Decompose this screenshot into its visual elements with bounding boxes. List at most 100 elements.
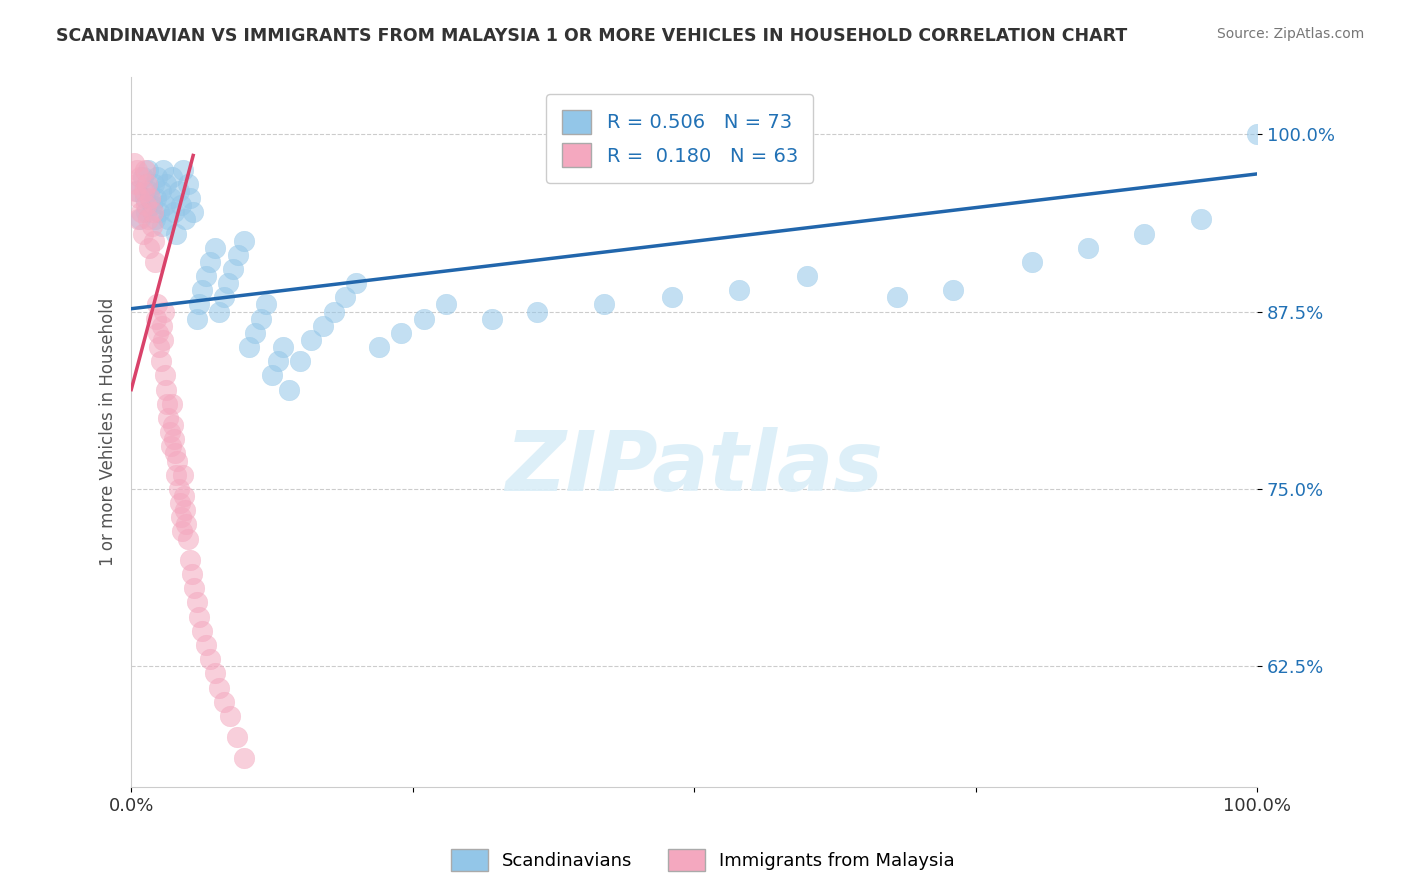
Point — [368, 340, 391, 354]
Point — [159, 439, 181, 453]
Point — [194, 268, 217, 283]
Point — [160, 169, 183, 184]
Point — [156, 397, 179, 411]
Point — [153, 198, 176, 212]
Point — [391, 326, 413, 340]
Text: SCANDINAVIAN VS IMMIGRANTS FROM MALAYSIA 1 OR MORE VEHICLES IN HOUSEHOLD CORRELA: SCANDINAVIAN VS IMMIGRANTS FROM MALAYSIA… — [56, 27, 1128, 45]
Point — [143, 212, 166, 227]
Point — [174, 503, 197, 517]
Point — [208, 304, 231, 318]
Text: ZIPatlas: ZIPatlas — [505, 427, 883, 508]
Point — [1189, 212, 1212, 227]
Point — [143, 255, 166, 269]
Point — [173, 489, 195, 503]
Point — [221, 262, 243, 277]
Legend: R = 0.506   N = 73, R =  0.180   N = 63: R = 0.506 N = 73, R = 0.180 N = 63 — [547, 95, 813, 183]
Point — [181, 567, 204, 582]
Point — [322, 304, 344, 318]
Point — [138, 241, 160, 255]
Point — [481, 311, 503, 326]
Point — [183, 581, 205, 595]
Point — [148, 340, 170, 354]
Point — [145, 191, 167, 205]
Point — [135, 198, 157, 212]
Point — [232, 751, 254, 765]
Point — [165, 467, 187, 482]
Point — [160, 397, 183, 411]
Point — [186, 311, 208, 326]
Point — [436, 297, 458, 311]
Point — [179, 191, 201, 205]
Point — [254, 297, 277, 311]
Y-axis label: 1 or more Vehicles in Household: 1 or more Vehicles in Household — [100, 298, 117, 566]
Legend: Scandinavians, Immigrants from Malaysia: Scandinavians, Immigrants from Malaysia — [444, 842, 962, 879]
Point — [122, 155, 145, 169]
Point — [187, 609, 209, 624]
Point — [136, 212, 159, 227]
Point — [155, 177, 177, 191]
Point — [141, 219, 163, 234]
Point — [1133, 227, 1156, 241]
Point — [212, 695, 235, 709]
Point — [170, 198, 193, 212]
Point — [150, 318, 173, 333]
Point — [142, 205, 165, 219]
Point — [124, 184, 146, 198]
Point — [238, 340, 260, 354]
Point — [159, 191, 181, 205]
Point — [176, 517, 198, 532]
Point — [132, 184, 155, 198]
Point — [129, 212, 152, 227]
Point — [150, 219, 173, 234]
Point — [198, 255, 221, 269]
Point — [333, 290, 356, 304]
Point — [125, 184, 148, 198]
Point — [942, 283, 965, 297]
Point — [198, 652, 221, 666]
Point — [157, 411, 180, 425]
Point — [191, 624, 214, 638]
Point — [131, 205, 153, 219]
Point — [266, 354, 288, 368]
Point — [191, 283, 214, 297]
Point — [149, 184, 172, 198]
Point — [226, 730, 249, 744]
Point — [135, 205, 157, 219]
Point — [661, 290, 683, 304]
Point — [1077, 241, 1099, 255]
Point — [176, 177, 198, 191]
Point — [146, 297, 169, 311]
Point — [167, 482, 190, 496]
Point — [288, 354, 311, 368]
Point — [277, 383, 299, 397]
Point — [127, 212, 149, 227]
Point — [204, 666, 226, 681]
Point — [249, 311, 271, 326]
Point — [186, 595, 208, 609]
Point — [170, 524, 193, 539]
Point — [157, 212, 180, 227]
Point — [217, 276, 239, 290]
Point — [129, 169, 152, 184]
Point — [796, 268, 818, 283]
Point — [139, 191, 162, 205]
Point — [163, 205, 186, 219]
Point — [219, 709, 242, 723]
Point — [162, 418, 184, 433]
Point — [232, 234, 254, 248]
Point — [165, 227, 187, 241]
Point — [153, 368, 176, 383]
Point — [299, 333, 322, 347]
Point — [138, 184, 160, 198]
Point — [311, 318, 333, 333]
Point — [125, 177, 148, 191]
Point — [163, 432, 186, 446]
Point — [136, 162, 159, 177]
Point — [136, 177, 159, 191]
Point — [172, 467, 194, 482]
Point — [593, 297, 616, 311]
Point — [526, 304, 548, 318]
Point — [152, 333, 174, 347]
Point — [131, 227, 153, 241]
Point — [166, 453, 188, 467]
